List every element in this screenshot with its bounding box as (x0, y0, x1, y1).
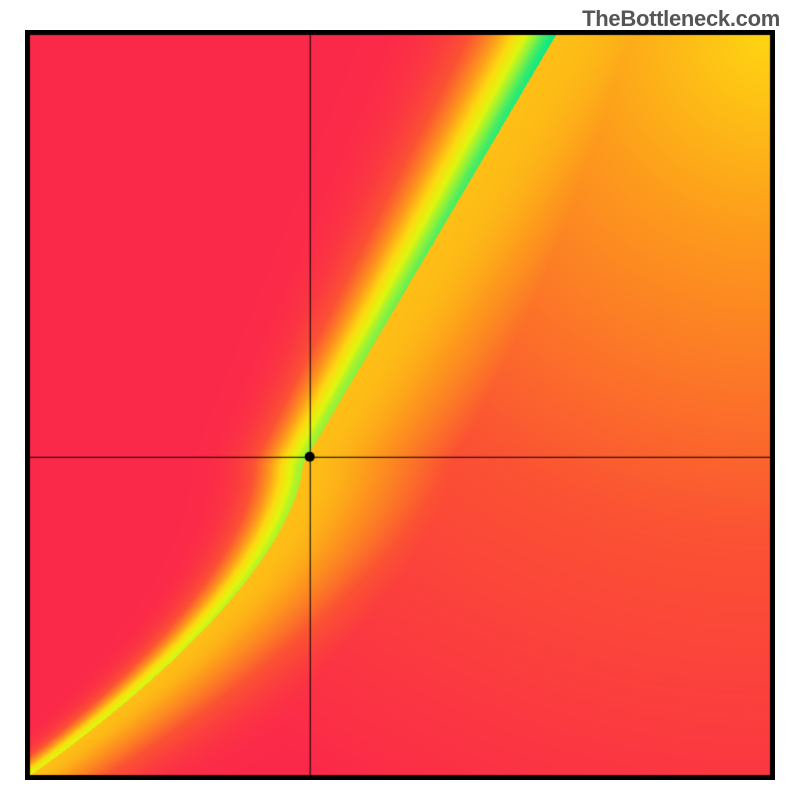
chart-container: TheBottleneck.com (0, 0, 800, 800)
heatmap-plot (25, 30, 775, 780)
heatmap-canvas (25, 30, 775, 780)
watermark-text: TheBottleneck.com (582, 6, 780, 32)
